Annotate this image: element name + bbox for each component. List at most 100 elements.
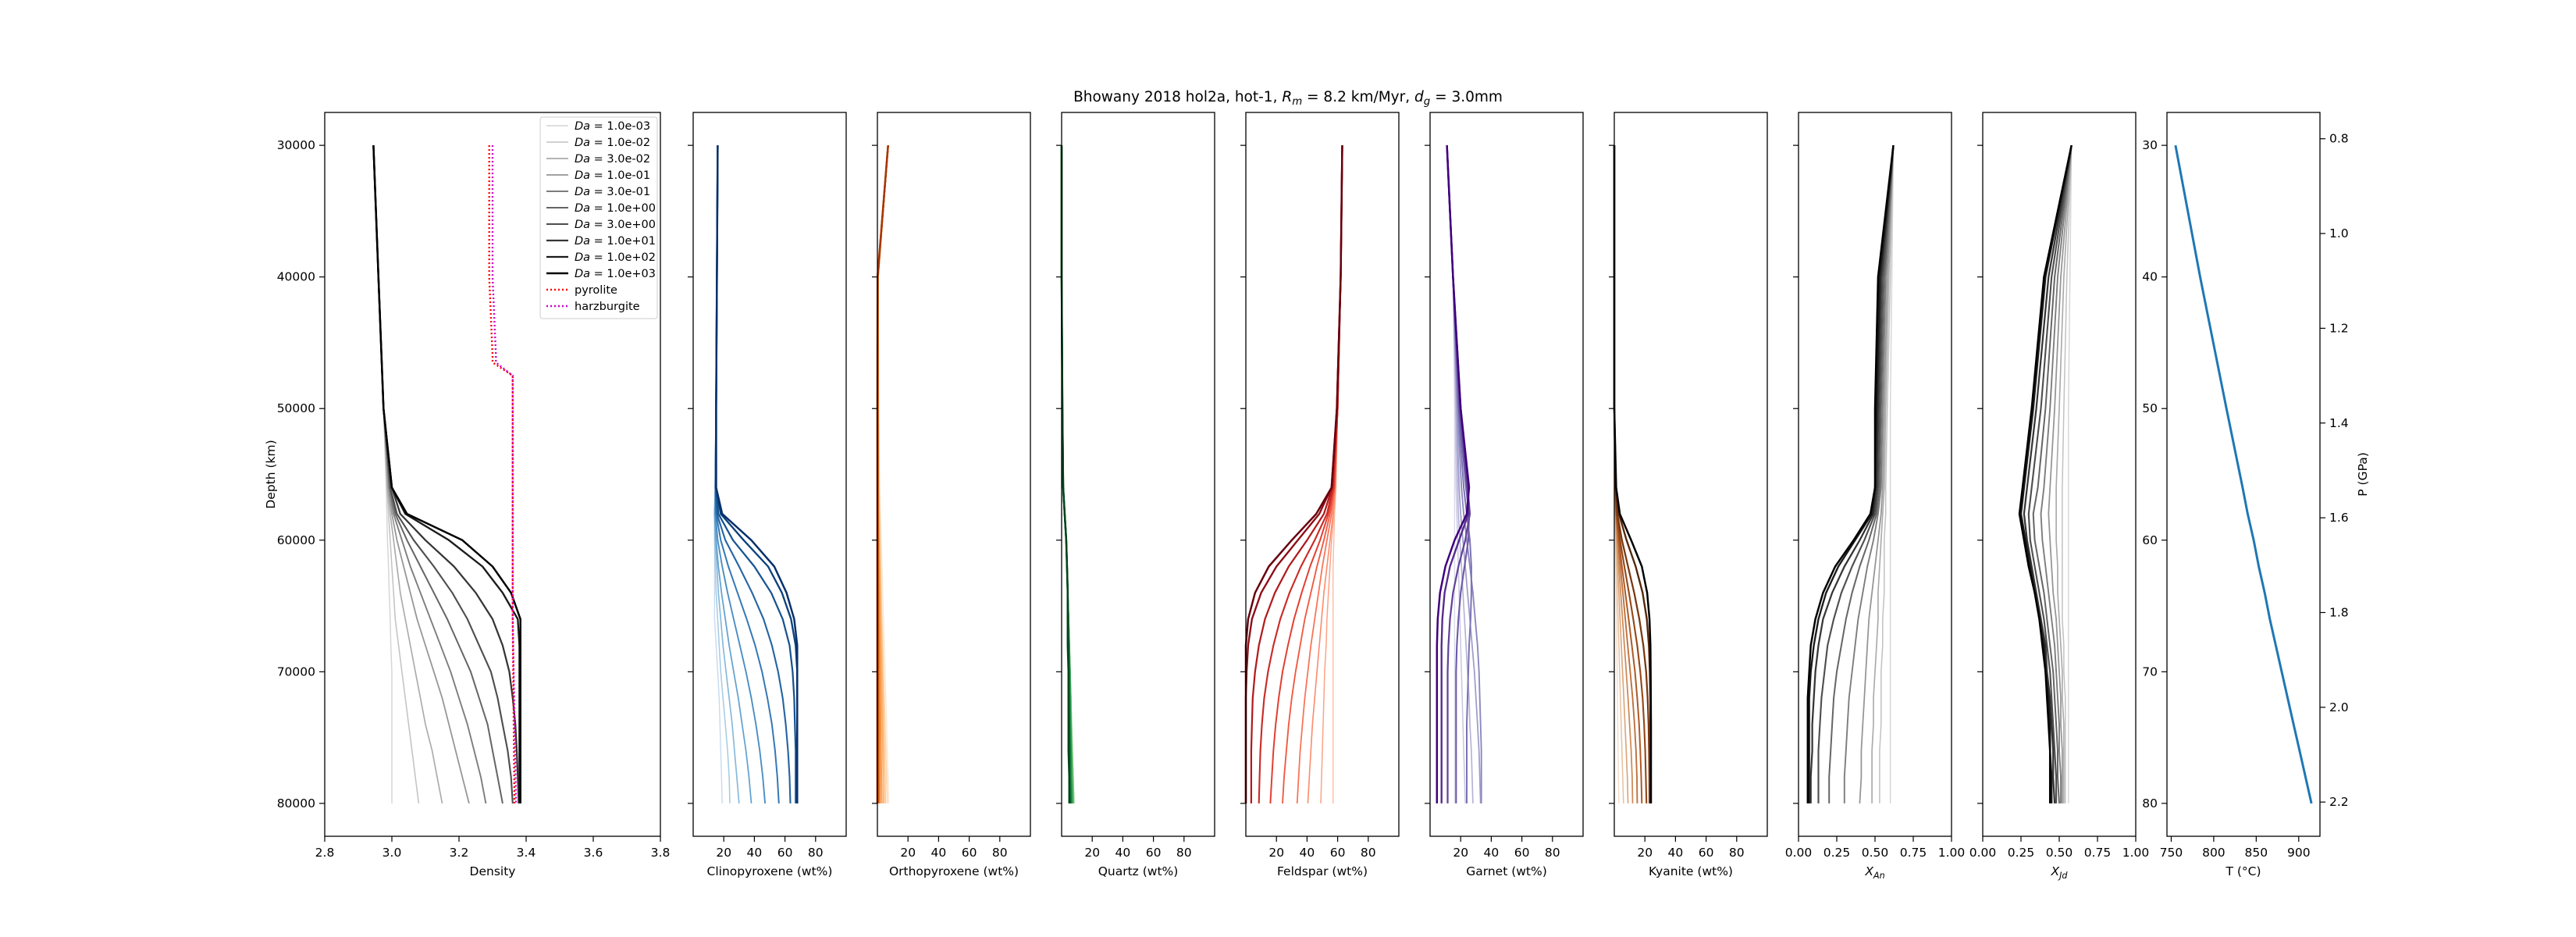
pressure-tick-label: 1.6 [2329, 511, 2349, 525]
depth-tick-label: 80000 [277, 796, 315, 811]
x_jd-x-tick-label: 0.00 [1969, 846, 1997, 860]
temperature-x-tick-label: 900 [2287, 846, 2311, 860]
pressure-tick-label: 1.2 [2329, 321, 2349, 335]
kyanite-series-10 [1613, 145, 1653, 803]
pressure-tick-label: 1.8 [2329, 605, 2349, 619]
clinopyroxene-series-10 [715, 145, 799, 803]
x_an-series-7 [1817, 145, 1895, 803]
garnet-series-7 [1446, 145, 1471, 803]
orthopyroxene-x-tick-label: 80 [992, 846, 1008, 860]
x_jd-x-tick-label: 0.25 [2008, 846, 2035, 860]
x_jd-series-3 [2055, 145, 2073, 803]
panel-quartz: 20 40 60 80 Quartz (wt%) [1056, 112, 1215, 878]
panel-clinopyroxene: 20 40 60 80 Clinopyroxene (wt%) [688, 112, 847, 878]
garnet-series-3 [1446, 145, 1474, 803]
panel-feldspar: 20 40 60 80 Feldspar (wt%) [1240, 112, 1400, 878]
temperature-x-tick-label: 850 [2245, 846, 2268, 860]
garnet-x-axis-label: Garnet (wt%) [1466, 864, 1547, 878]
garnet-x-tick-label: 80 [1545, 846, 1560, 860]
garnet-series-10 [1436, 145, 1471, 803]
x_an-x-tick-label: 0.50 [1862, 846, 1889, 860]
pressure-tick-label: 2.2 [2329, 795, 2349, 809]
legend-entry: Da = 1.0e+01 [575, 235, 656, 248]
x_an-x-tick-label: 1.00 [1938, 846, 1966, 860]
x_an-x-tick-label: 0.25 [1823, 846, 1851, 860]
garnet-series-5 [1446, 145, 1482, 803]
x_an-series-10 [1806, 144, 1895, 803]
density-x-tick-label: 3.8 [651, 846, 671, 860]
legend-entry: Da = 3.0e-02 [575, 153, 650, 166]
garnet-frame [1429, 112, 1584, 837]
density-x-tick-label: 3.4 [517, 846, 536, 860]
temperature-depth-tick-label: 40 [2142, 270, 2158, 284]
x_jd-series-8 [2023, 144, 2073, 803]
quartz-x-tick-label: 60 [1146, 846, 1162, 860]
garnet-x-tick-label: 20 [1453, 846, 1468, 860]
pressure-tick-label: 2.0 [2329, 700, 2349, 714]
depth-tick-label: 40000 [277, 270, 315, 284]
legend-entry: Da = 3.0e+00 [575, 219, 656, 231]
pressure-tick-label: 1.4 [2329, 416, 2349, 430]
density-x-axis-label: Density [470, 864, 516, 878]
temperature-x-axis-label: T (°C) [2225, 864, 2261, 878]
x_an-series-8 [1809, 144, 1895, 803]
quartz-frame [1061, 112, 1215, 837]
quartz-series-10 [1060, 145, 1071, 803]
orthopyroxene-x-axis-label: Orthopyroxene (wt%) [889, 864, 1019, 878]
feldspar-x-axis-label: Feldspar (wt%) [1277, 864, 1368, 878]
garnet-x-tick-label: 60 [1514, 846, 1530, 860]
temperature-x-tick-label: 800 [2202, 846, 2226, 860]
legend-entry-harzburgite: harzburgite [575, 301, 640, 313]
x_an-x-tick-label: 0.00 [1785, 846, 1813, 860]
x_an-series-4 [1859, 145, 1895, 803]
temperature-depth-tick-label: 50 [2142, 401, 2158, 415]
panel-temperature: 750 800 850 900 T (°C) 30 40 50 60 70 80 0.8 1.0 1.2 1… [2142, 112, 2370, 878]
density-x-tick-label: 3.0 [382, 846, 402, 860]
clinopyroxene-x-tick-label: 40 [747, 846, 763, 860]
kyanite-x-tick-label: 80 [1729, 846, 1745, 860]
x_an-series-6 [1828, 145, 1895, 803]
pressure-axis-label: P (GPa) [2356, 452, 2370, 497]
density-x-tick-label: 2.8 [315, 846, 335, 860]
x_an-series-3 [1871, 145, 1895, 803]
legend-entry-pyrolite: pyrolite [575, 284, 617, 297]
quartz-x-tick-label: 40 [1115, 846, 1131, 860]
garnet-x-tick-label: 40 [1484, 846, 1500, 860]
x_an-series-5 [1843, 145, 1895, 803]
x_jd-series-5 [2040, 145, 2073, 803]
feldspar-x-tick-label: 20 [1268, 846, 1284, 860]
density-pyrolite-line [488, 145, 516, 803]
depth-tick-label: 70000 [277, 664, 315, 679]
clinopyroxene-x-tick-label: 20 [716, 846, 731, 860]
x_jd-x-tick-label: 0.75 [2084, 846, 2112, 860]
kyanite-x-tick-label: 40 [1668, 846, 1684, 860]
kyanite-x-axis-label: Kyanite (wt%) [1649, 864, 1733, 878]
x_jd-series-1 [2068, 145, 2073, 803]
orthopyroxene-frame [877, 112, 1031, 837]
panel-kyanite: 20 40 60 80 Kyanite (wt%) [1609, 112, 1768, 878]
temperature-depth-tick-label: 70 [2142, 664, 2158, 679]
feldspar-x-tick-label: 60 [1330, 846, 1346, 860]
feldspar-x-tick-label: 40 [1300, 846, 1315, 860]
pressure-tick-label: 1.0 [2329, 226, 2349, 240]
x_an-series-1 [1889, 145, 1895, 803]
temperature-x-tick-label: 750 [2160, 846, 2183, 860]
legend: Da = 1.0e-03 Da = 1.0e-02 Da = 3.0e-02 Da =… [539, 116, 658, 319]
clinopyroxene-x-tick-label: 80 [808, 846, 824, 860]
x_jd-series-2 [2062, 145, 2073, 803]
panel-garnet: 20 40 60 80 Garnet (wt%) [1425, 112, 1584, 878]
feldspar-frame [1245, 112, 1400, 837]
x_jd-x-tick-label: 0.50 [2046, 846, 2073, 860]
temperature-depth-tick-label: 80 [2142, 796, 2158, 811]
temperature-depth-tick-label: 30 [2142, 138, 2158, 152]
quartz-x-tick-label: 80 [1176, 846, 1192, 860]
clinopyroxene-x-axis-label: Clinopyroxene (wt%) [707, 864, 833, 878]
kyanite-x-tick-label: 60 [1699, 846, 1714, 860]
density-frame [324, 112, 661, 837]
x_jd-x-axis-label: XJd [2051, 864, 2069, 881]
garnet-series-4 [1446, 145, 1482, 803]
quartz-x-tick-label: 20 [1084, 846, 1100, 860]
density-x-tick-label: 3.6 [584, 846, 603, 860]
legend-entry: Da = 1.0e-01 [575, 169, 650, 182]
